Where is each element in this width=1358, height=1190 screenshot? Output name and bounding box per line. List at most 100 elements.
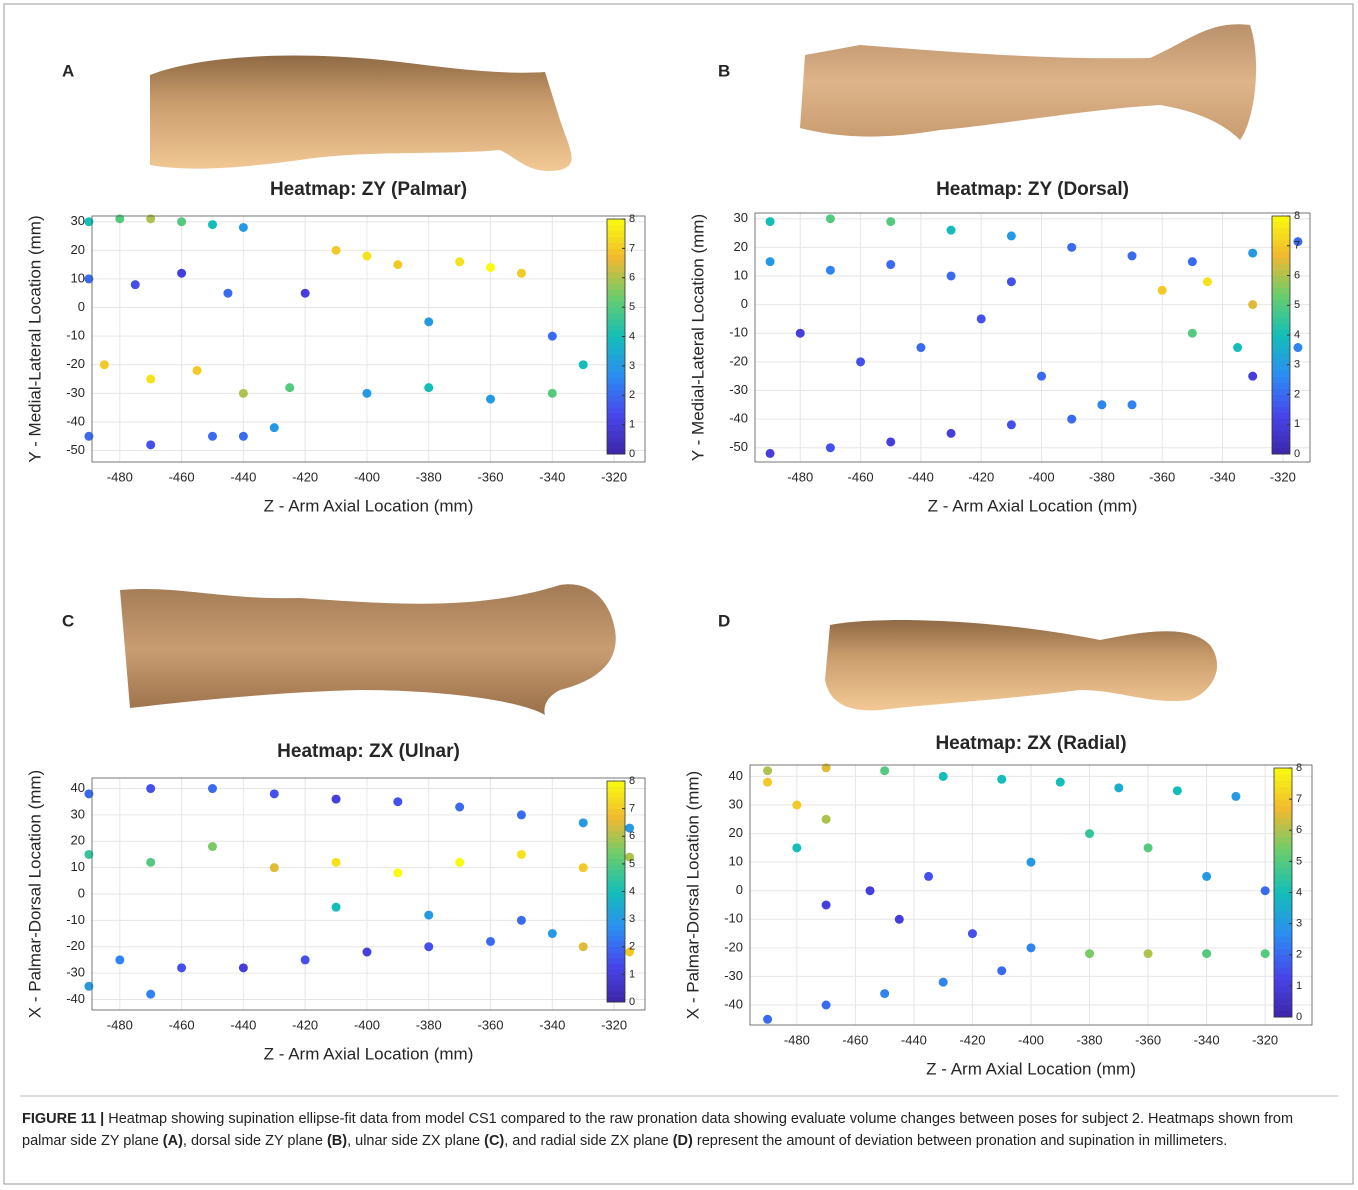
x-tick-label: -480 — [787, 469, 813, 484]
colorbar-tick-label: 2 — [1296, 949, 1302, 961]
colorbar-tick-label: 0 — [1294, 448, 1300, 460]
colorbar-segment — [607, 378, 625, 384]
colorbar-segment — [607, 947, 625, 953]
colorbar-tick-label: 3 — [1294, 359, 1300, 371]
x-tick-label: -400 — [354, 469, 380, 484]
colorbar-segment — [1274, 930, 1292, 937]
colorbar-segment — [1274, 824, 1292, 831]
colorbar-segment — [1274, 911, 1292, 918]
data-point — [486, 937, 495, 946]
colorbar-tick-label: 2 — [629, 941, 635, 953]
colorbar-segment — [607, 436, 625, 442]
colorbar-segment — [1274, 855, 1292, 862]
data-point — [1128, 251, 1137, 260]
data-point — [362, 389, 371, 398]
x-tick-label: -440 — [230, 469, 256, 484]
colorbar-segment — [607, 407, 625, 413]
colorbar-segment — [607, 284, 625, 290]
colorbar-segment — [607, 307, 625, 313]
colorbar-segment — [607, 991, 625, 997]
data-point — [239, 432, 248, 441]
data-point — [455, 257, 464, 266]
y-tick-label: -10 — [66, 328, 85, 343]
colorbar-tick-label: 1 — [629, 968, 635, 980]
chart-title: Heatmap: ZX (Radial) — [935, 733, 1126, 754]
colorbar-segment — [607, 219, 625, 225]
caption-text: FIGURE 11 | — [22, 1111, 108, 1127]
y-axis-label: X - Palmar-Dorsal Location (mm) — [25, 770, 44, 1018]
colorbar-tick-label: 7 — [1296, 793, 1302, 805]
data-point — [766, 449, 775, 458]
colorbar-tick-label: 0 — [629, 996, 635, 1008]
colorbar-segment — [607, 809, 625, 815]
colorbar-segment — [1274, 992, 1292, 999]
data-point — [208, 220, 217, 229]
data-point — [579, 818, 588, 827]
data-point — [886, 217, 895, 226]
y-tick-label: 30 — [71, 213, 85, 228]
colorbar-segment — [607, 903, 625, 909]
data-point — [880, 989, 889, 998]
colorbar-segment — [1272, 258, 1290, 264]
colorbar-tick-label: 8 — [629, 775, 635, 787]
colorbar-segment — [607, 337, 625, 343]
colorbar-tick-label: 3 — [1296, 918, 1302, 930]
colorbar-segment — [1274, 880, 1292, 887]
y-tick-label: 20 — [734, 239, 748, 254]
colorbar-segment — [1272, 412, 1290, 418]
x-tick-label: -400 — [1029, 469, 1055, 484]
colorbar-segment — [1274, 955, 1292, 962]
chart: AHeatmap: ZY (Palmar)-480-460-440-420-40… — [0, 0, 1358, 1190]
x-tick-label: -420 — [292, 1017, 318, 1032]
colorbar-tick-label: 0 — [1296, 1011, 1302, 1023]
data-point — [766, 257, 775, 266]
data-point — [270, 423, 279, 432]
data-point — [1158, 286, 1167, 295]
data-point — [393, 868, 402, 877]
colorbar-segment — [607, 892, 625, 898]
data-point — [1085, 829, 1094, 838]
data-point — [332, 903, 341, 912]
colorbar-tick-label: 3 — [629, 913, 635, 925]
x-tick-label: -340 — [1210, 469, 1236, 484]
data-point — [239, 963, 248, 972]
y-tick-label: -40 — [724, 996, 743, 1011]
data-point — [1188, 257, 1197, 266]
data-point — [1202, 872, 1211, 881]
colorbar-segment — [1272, 406, 1290, 412]
data-point — [579, 360, 588, 369]
data-point — [301, 289, 310, 298]
x-tick-label: -400 — [354, 1017, 380, 1032]
colorbar-tick-label: 6 — [629, 272, 635, 284]
y-tick-label: 40 — [71, 780, 85, 795]
colorbar-segment — [607, 348, 625, 354]
colorbar-segment — [1272, 347, 1290, 353]
panel-label: C — [62, 611, 74, 630]
colorbar-segment — [1274, 899, 1292, 906]
y-axis-label: X - Palmar-Dorsal Location (mm) — [683, 771, 702, 1019]
colorbar-segment — [607, 880, 625, 886]
data-point — [924, 872, 933, 881]
x-tick-label: -480 — [107, 469, 133, 484]
colorbar-segment — [1274, 973, 1292, 980]
colorbar-segment — [607, 366, 625, 372]
colorbar-segment — [1272, 216, 1290, 222]
data-point — [968, 929, 977, 938]
y-tick-label: -20 — [66, 356, 85, 371]
data-point — [146, 784, 155, 793]
colorbar-segment — [1272, 228, 1290, 234]
colorbar-segment — [1274, 917, 1292, 924]
colorbar-segment — [1272, 400, 1290, 406]
colorbar-segment — [1272, 424, 1290, 430]
x-tick-label: -480 — [107, 1017, 133, 1032]
data-point — [997, 775, 1006, 784]
colorbar-tick-label: 5 — [629, 858, 635, 870]
colorbar-segment — [607, 825, 625, 831]
colorbar-segment — [1274, 780, 1292, 787]
data-point — [1067, 415, 1076, 424]
data-point — [424, 911, 433, 920]
data-point — [916, 343, 925, 352]
x-tick-label: -420 — [292, 469, 318, 484]
data-point — [517, 269, 526, 278]
colorbar-segment — [607, 248, 625, 254]
